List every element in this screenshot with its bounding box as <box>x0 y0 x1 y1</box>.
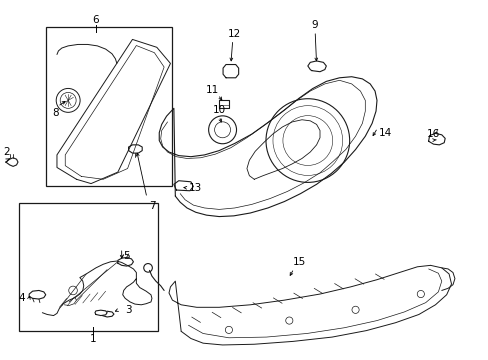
Text: 16: 16 <box>426 129 439 139</box>
Text: 1: 1 <box>90 333 97 343</box>
Text: 4: 4 <box>18 293 25 303</box>
Text: 12: 12 <box>228 29 241 39</box>
Text: 2: 2 <box>3 147 10 157</box>
Bar <box>20 203 158 330</box>
Text: 8: 8 <box>52 108 59 118</box>
Text: 10: 10 <box>212 105 225 115</box>
Text: 3: 3 <box>125 305 132 315</box>
Text: 14: 14 <box>378 128 391 138</box>
Text: 9: 9 <box>311 20 318 30</box>
Bar <box>46 27 172 186</box>
Text: 6: 6 <box>92 15 99 26</box>
Text: 7: 7 <box>148 201 155 211</box>
Text: 15: 15 <box>292 257 305 267</box>
Text: 13: 13 <box>189 183 202 193</box>
Text: 5: 5 <box>123 251 130 261</box>
Text: 11: 11 <box>206 85 219 95</box>
